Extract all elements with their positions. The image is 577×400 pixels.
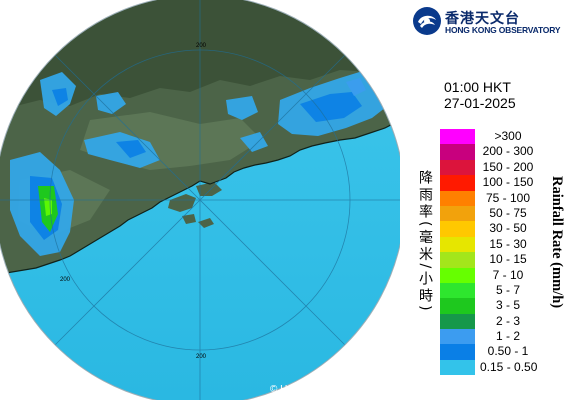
legend-row: 0.15 - 0.50	[440, 359, 538, 376]
coastline	[0, 119, 400, 275]
legend-row: 0.50 - 1	[440, 344, 535, 360]
legend-swatch	[440, 236, 475, 253]
legend-row: 5 - 7	[440, 282, 535, 299]
legend-row: 30 - 50	[440, 221, 535, 237]
legend-label: 50 - 75	[489, 205, 527, 220]
range-label: 200	[196, 43, 207, 49]
island	[168, 194, 196, 212]
legend-label: 3 - 5	[495, 298, 520, 313]
legend-label: 1 - 2	[495, 329, 520, 344]
legend-label: 30 - 50	[489, 221, 527, 236]
legend-row: 7 - 10	[440, 267, 535, 283]
island	[196, 182, 222, 196]
legend-label: 150 - 200	[482, 159, 534, 174]
legend-row: 50 - 75	[440, 205, 535, 222]
logo-english-text: HONG KONG OBSERVATORY	[445, 25, 561, 35]
legend-swatch	[440, 282, 475, 299]
legend-swatch	[440, 329, 475, 345]
legend-label: 0.50 - 1	[487, 344, 529, 359]
legend-row: 2 - 3	[440, 313, 535, 330]
legend-swatch	[440, 205, 475, 222]
legend-label: 0.15 - 0.50	[480, 359, 538, 374]
legend-title-chinese: 降雨率(毫米/小時)	[417, 170, 433, 314]
legend-row: 3 - 5	[440, 298, 535, 314]
legend-row: 75 - 100	[440, 190, 535, 206]
copyright-text: © Hong Kong Observatory	[270, 384, 388, 395]
range-label: 200	[60, 277, 71, 283]
island	[198, 218, 214, 228]
island	[182, 214, 196, 224]
legend-label: 7 - 10	[492, 267, 524, 282]
observation-date: 27-01-2025	[444, 95, 516, 111]
legend-swatch	[440, 159, 475, 176]
observation-time: 01:00 HKT	[444, 79, 511, 95]
radar-map: 200 200 200 © Hong Kong Observatory	[0, 0, 400, 400]
hko-logo-icon	[413, 7, 441, 35]
logo-chinese-text: 香港天文台	[445, 11, 520, 27]
legend-swatch	[440, 221, 475, 237]
hko-logo: 香港天文台 HONG KONG OBSERVATORY	[412, 6, 572, 36]
legend-swatch	[440, 344, 475, 360]
side-panel: 香港天文台 HONG KONG OBSERVATORY 01:00 HKT 27…	[400, 0, 577, 400]
legend-label: 200 - 300	[482, 144, 534, 159]
legend-label: 100 - 150	[482, 175, 534, 190]
legend-swatch	[440, 313, 475, 330]
legend-row: >300	[440, 129, 535, 145]
legend-swatch	[440, 359, 475, 376]
range-rings	[0, 0, 400, 400]
legend-swatch	[440, 298, 475, 314]
legend-title-english: Rainfall Rate (mm/h)	[549, 176, 565, 309]
legend-swatch	[440, 267, 475, 283]
legend-label: 10 - 15	[489, 252, 527, 267]
legend-label: 2 - 3	[495, 313, 520, 328]
legend-label: 5 - 7	[495, 282, 520, 297]
legend-swatch	[440, 144, 475, 160]
legend-row: 200 - 300	[440, 144, 535, 160]
legend-row: 100 - 150	[440, 175, 535, 191]
legend-row: 150 - 200	[440, 159, 535, 176]
radar-image: 200 200 200	[0, 0, 400, 400]
legend-label: 15 - 30	[489, 236, 527, 251]
legend-label: 75 - 100	[485, 190, 531, 205]
legend-swatch	[440, 129, 475, 145]
range-label: 200	[196, 354, 207, 360]
legend-swatch	[440, 175, 475, 191]
legend-swatch	[440, 190, 475, 206]
legend-swatch	[440, 252, 475, 268]
legend-row: 1 - 2	[440, 329, 535, 345]
legend-row: 10 - 15	[440, 252, 535, 268]
legend-label: >300	[494, 129, 522, 143]
legend-row: 15 - 30	[440, 236, 535, 253]
rainfall-legend: >300 200 - 300 150 - 200 100 - 150 75 - 100 5…	[440, 129, 538, 376]
